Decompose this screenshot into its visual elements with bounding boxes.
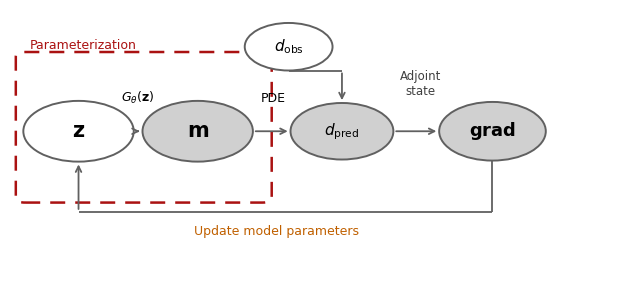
Text: $\mathbf{m}$: $\mathbf{m}$ (187, 121, 209, 141)
Ellipse shape (439, 102, 546, 160)
Ellipse shape (23, 101, 134, 162)
Text: Parameterization: Parameterization (29, 39, 136, 52)
Text: $\mathbf{z}$: $\mathbf{z}$ (72, 121, 85, 141)
Text: $\mathbf{grad}$: $\mathbf{grad}$ (469, 120, 516, 142)
Text: PDE: PDE (260, 92, 285, 105)
Text: Update model parameters: Update model parameters (193, 225, 358, 238)
Ellipse shape (291, 103, 394, 160)
Ellipse shape (244, 23, 333, 71)
Text: $d_{\mathrm{pred}}$: $d_{\mathrm{pred}}$ (324, 121, 360, 142)
Text: Adjoint
state: Adjoint state (399, 70, 441, 98)
Text: $d_{\mathrm{obs}}$: $d_{\mathrm{obs}}$ (274, 37, 303, 56)
Text: $G_{\theta}(\mathbf{z})$: $G_{\theta}(\mathbf{z})$ (122, 90, 155, 106)
Ellipse shape (143, 101, 253, 162)
